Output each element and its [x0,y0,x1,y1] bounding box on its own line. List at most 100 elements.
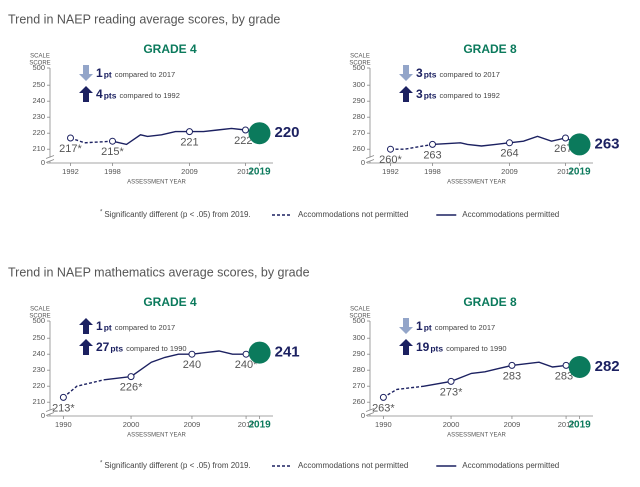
point [67,134,74,142]
change-arrow [79,318,93,334]
point-label: 263* [372,402,395,414]
point [188,350,196,358]
axis-break [365,155,375,163]
y-tick-label: 220 [32,128,45,137]
x-tick-label: 2017 [237,167,254,176]
point-label: 260* [379,154,402,166]
point-label: 240* [235,359,258,371]
y-tick-label: 240 [32,349,45,358]
legend-label: Accommodations permitted [462,461,559,470]
y-tick-label: 290 [352,349,365,358]
point [242,126,249,134]
x-tick-label: 2019 [568,167,591,178]
highlight-point [248,122,271,145]
y-tick-label: 210 [32,144,45,153]
change-arrow [79,65,93,81]
x-tick-label: 2000 [443,420,460,429]
point-label: 226* [120,382,143,394]
x-tick-label: 1992 [62,167,79,176]
x-tick-label: 1990 [55,420,72,429]
y-axis-label: SCORE [29,314,50,320]
y-tick-label: 270 [352,128,365,137]
change-unit: pt [104,322,112,332]
point-label: 264 [500,148,518,160]
y-tick-label: 290 [352,96,365,105]
change-text: compared to 2017 [435,323,495,332]
axis-break [45,155,55,163]
y-axis-label: SCALE [350,307,370,313]
footnote-mark: * [100,210,103,216]
x-axis-label: ASSESSMENT YEAR [127,433,186,439]
point-label: 213* [52,402,75,414]
change-text: compared to 1992 [439,91,499,100]
change-unit: pts [104,90,117,100]
point [186,128,193,136]
change-arrow [399,65,413,81]
legend-label: Accommodations permitted [462,210,559,219]
change-arrow [399,339,413,355]
x-tick-label: 2000 [123,420,140,429]
point [242,350,250,358]
trend-line [383,385,425,399]
change-arrow [399,318,413,334]
x-tick-label: 1990 [375,420,392,429]
point [429,140,436,148]
x-tick-label: 2019 [248,420,271,431]
change-text: compared to 2017 [115,70,175,79]
trend-line [112,127,260,146]
change-text: compared to 1990 [126,344,186,353]
change-value: 27 [96,340,110,354]
change-arrow [79,86,93,102]
legend-label: Accommodations not permitted [298,461,408,470]
axis-break-gap [46,157,54,162]
y-axis-label: SCORE [349,61,370,67]
change-text: compared to 2017 [439,70,499,79]
y-tick-label: 500 [32,316,45,325]
point-label: 217* [59,143,82,155]
change-arrow [399,86,413,102]
y-tick-label: 0 [361,158,365,167]
x-axis-label: ASSESSMENT YEAR [447,180,506,186]
point-label: 263 [423,149,441,161]
change-value: 1 [96,319,103,333]
point-label: 215* [101,146,124,158]
point-label: 221 [180,137,198,149]
y-axis-label: SCORE [349,314,370,320]
change-unit: pts [430,343,443,353]
y-tick-label: 300 [352,80,365,89]
x-tick-label: 2017 [557,167,574,176]
y-axis-label: SCALE [30,54,50,60]
axis-break-gap [366,410,374,415]
footnote: Significantly different (p < .05) from 2… [104,461,250,470]
x-tick-label: 1992 [382,167,399,176]
change-unit: pt [424,322,432,332]
x-tick-label: 1998 [104,167,121,176]
point [127,373,135,381]
highlight-label: 241 [275,344,300,361]
trend-line [62,379,105,398]
y-axis-label: SCORE [29,61,50,67]
x-tick-label: 2009 [501,167,518,176]
y-axis-label: SCALE [350,54,370,60]
y-tick-label: 500 [352,63,365,72]
x-tick-label: 2009 [184,420,201,429]
y-tick-label: 250 [32,333,45,342]
trend-line [390,143,433,150]
point-label: 283 [503,370,521,382]
x-tick-label: 2019 [248,167,271,178]
point [379,393,387,401]
highlight-point [568,133,591,156]
y-tick-label: 500 [352,316,365,325]
point [562,361,570,369]
y-tick-label: 260 [352,144,365,153]
highlight-label: 282 [595,358,620,375]
change-value: 3 [416,87,423,101]
point-label: 240 [183,359,201,371]
point-label: 273* [440,386,463,398]
chart-title: GRADE 4 [143,42,197,56]
change-text: compared to 1990 [446,344,506,353]
change-arrow [79,339,93,355]
change-unit: pt [104,69,112,79]
x-tick-label: 2017 [238,420,255,429]
y-tick-label: 250 [32,80,45,89]
